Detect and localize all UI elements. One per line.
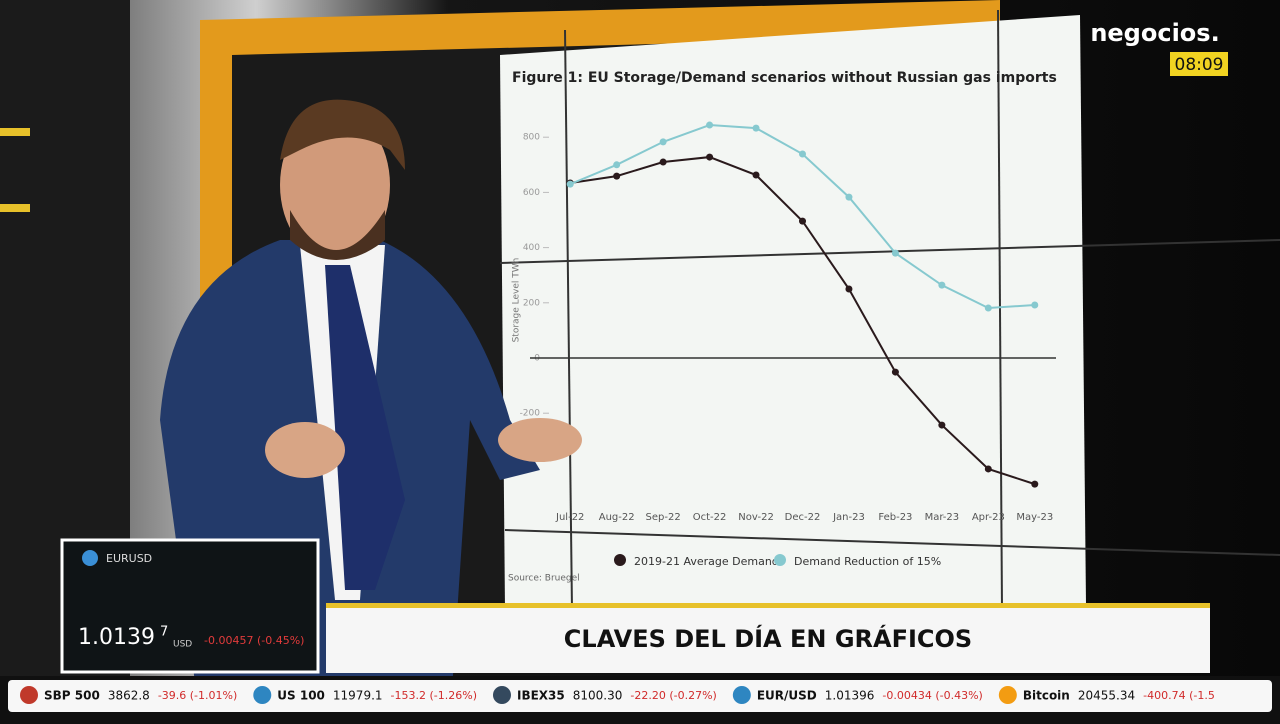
brand: negocios. (1090, 19, 1219, 47)
ticker-price: 3862.8 (108, 689, 150, 703)
screen-seam (499, 239, 1280, 264)
ticker-bar (8, 680, 1272, 712)
data-point (706, 153, 714, 161)
data-point (891, 249, 899, 257)
x-tick-label: Mar-23 (925, 512, 960, 523)
ticker-name: Bitcoin (1023, 689, 1070, 703)
ticker-price: 8100.30 (573, 689, 623, 703)
x-tick-label: Feb-23 (878, 512, 912, 523)
y-axis-label: Storage Level TWh (512, 258, 522, 343)
ticker: SBP 500 3862.8 -39.6 (-1.01%) US 100 11979.1… (20, 686, 1215, 704)
presenter-beard (290, 210, 385, 260)
channel-logo: negocios. 08:09 (1090, 19, 1228, 76)
ticker-change: -400.74 (-1.5 (1143, 689, 1215, 702)
clock: 08:09 (1175, 55, 1224, 75)
y-tick-label: 600 (523, 188, 540, 198)
ticker-change: -0.00434 (-0.43%) (882, 689, 982, 702)
ticker-price: 20455.34 (1078, 689, 1135, 703)
x-tick-label: Jul-22 (555, 512, 584, 523)
ticker-change: -22.20 (-0.27%) (630, 689, 716, 702)
legend-label: 2019-21 Average Demand (634, 555, 779, 568)
quote-price-small: 7 (160, 625, 168, 640)
y-tick-label: -200 (520, 409, 541, 419)
banner-stripe (326, 603, 1210, 608)
y-tick-label: 800 (523, 133, 540, 143)
ticker-name: US 100 (277, 689, 325, 703)
quote-symbol: EURUSD (106, 552, 152, 565)
chart: Figure 1: EU Storage/Demand scenarios wi… (508, 70, 1057, 584)
ticker-name: IBEX35 (517, 689, 565, 703)
data-point (845, 193, 853, 201)
x-tick-label: Sep-22 (646, 512, 681, 523)
ticker-price: 1.01396 (825, 689, 875, 703)
presenter-hand (498, 418, 582, 462)
ticker-icon (492, 686, 511, 704)
quote-panel (60, 538, 320, 674)
data-point (1031, 301, 1039, 309)
quote-icon (82, 550, 98, 566)
data-point (984, 304, 992, 312)
chart-source: Source: Bruegel (508, 574, 580, 584)
data-point (938, 421, 946, 429)
x-tick-label: Nov-22 (738, 512, 774, 523)
x-tick-label: Dec-22 (785, 512, 821, 523)
ticker-icon (998, 686, 1017, 704)
data-point (1031, 480, 1039, 488)
screen-seam (504, 529, 1280, 556)
chart-screen (500, 15, 1086, 610)
legend-marker (774, 554, 786, 566)
data-point (752, 124, 760, 132)
studio-light (0, 128, 30, 136)
quote-box: EURUSD 1.0139 7 USD -0.00457 (-0.45%) (60, 538, 320, 674)
ticker-price: 11979.1 (333, 689, 383, 703)
screen-seam (564, 29, 573, 611)
ticker-icon (732, 686, 751, 704)
data-point (799, 217, 806, 225)
banner-panel (326, 603, 1210, 673)
quote-change: -0.00457 (-0.45%) (204, 634, 304, 647)
presenter-tie (325, 265, 405, 590)
x-tick-label: Oct-22 (693, 512, 727, 523)
legend-label: Demand Reduction of 15% (794, 555, 941, 568)
presenter-hand (265, 422, 345, 478)
quote-currency: USD (173, 640, 192, 650)
data-point (984, 465, 992, 473)
y-tick-label: 400 (523, 243, 540, 253)
chart-title: Figure 1: EU Storage/Demand scenarios wi… (512, 70, 1057, 86)
data-point (891, 368, 899, 376)
clock-box (1170, 52, 1228, 76)
data-point (845, 285, 853, 293)
ticker-icon (253, 686, 272, 704)
x-tick-label: Jan-23 (832, 512, 865, 523)
ticker-name: EUR/USD (757, 689, 817, 703)
legend-marker (614, 554, 626, 566)
banner-title: CLAVES DEL DÍA EN GRÁFICOS (564, 624, 972, 653)
x-tick-label: May-23 (1016, 512, 1053, 523)
data-point (613, 172, 621, 180)
x-tick-label: Aug-22 (599, 512, 635, 523)
data-point (752, 171, 760, 179)
data-point (799, 150, 806, 158)
data-point (659, 158, 667, 166)
y-tick-label: 200 (523, 298, 540, 308)
x-tick-label: Apr-23 (972, 512, 1005, 523)
presenter-hair (280, 99, 405, 170)
data-point (566, 180, 574, 188)
data-point (706, 121, 714, 129)
ticker-name: SBP 500 (44, 689, 100, 703)
data-point (659, 138, 667, 146)
ticker-icon (20, 686, 38, 704)
banner: CLAVES DEL DÍA EN GRÁFICOS (326, 603, 1210, 673)
data-point (938, 281, 946, 289)
presenter-head (280, 110, 390, 260)
ticker-change: -153.2 (-1.26%) (391, 689, 477, 702)
studio-light (0, 204, 30, 212)
ticker-change: -39.6 (-1.01%) (158, 689, 237, 702)
screen-seam (997, 9, 1003, 611)
data-point (613, 161, 621, 169)
quote-price: 1.0139 (78, 625, 155, 650)
